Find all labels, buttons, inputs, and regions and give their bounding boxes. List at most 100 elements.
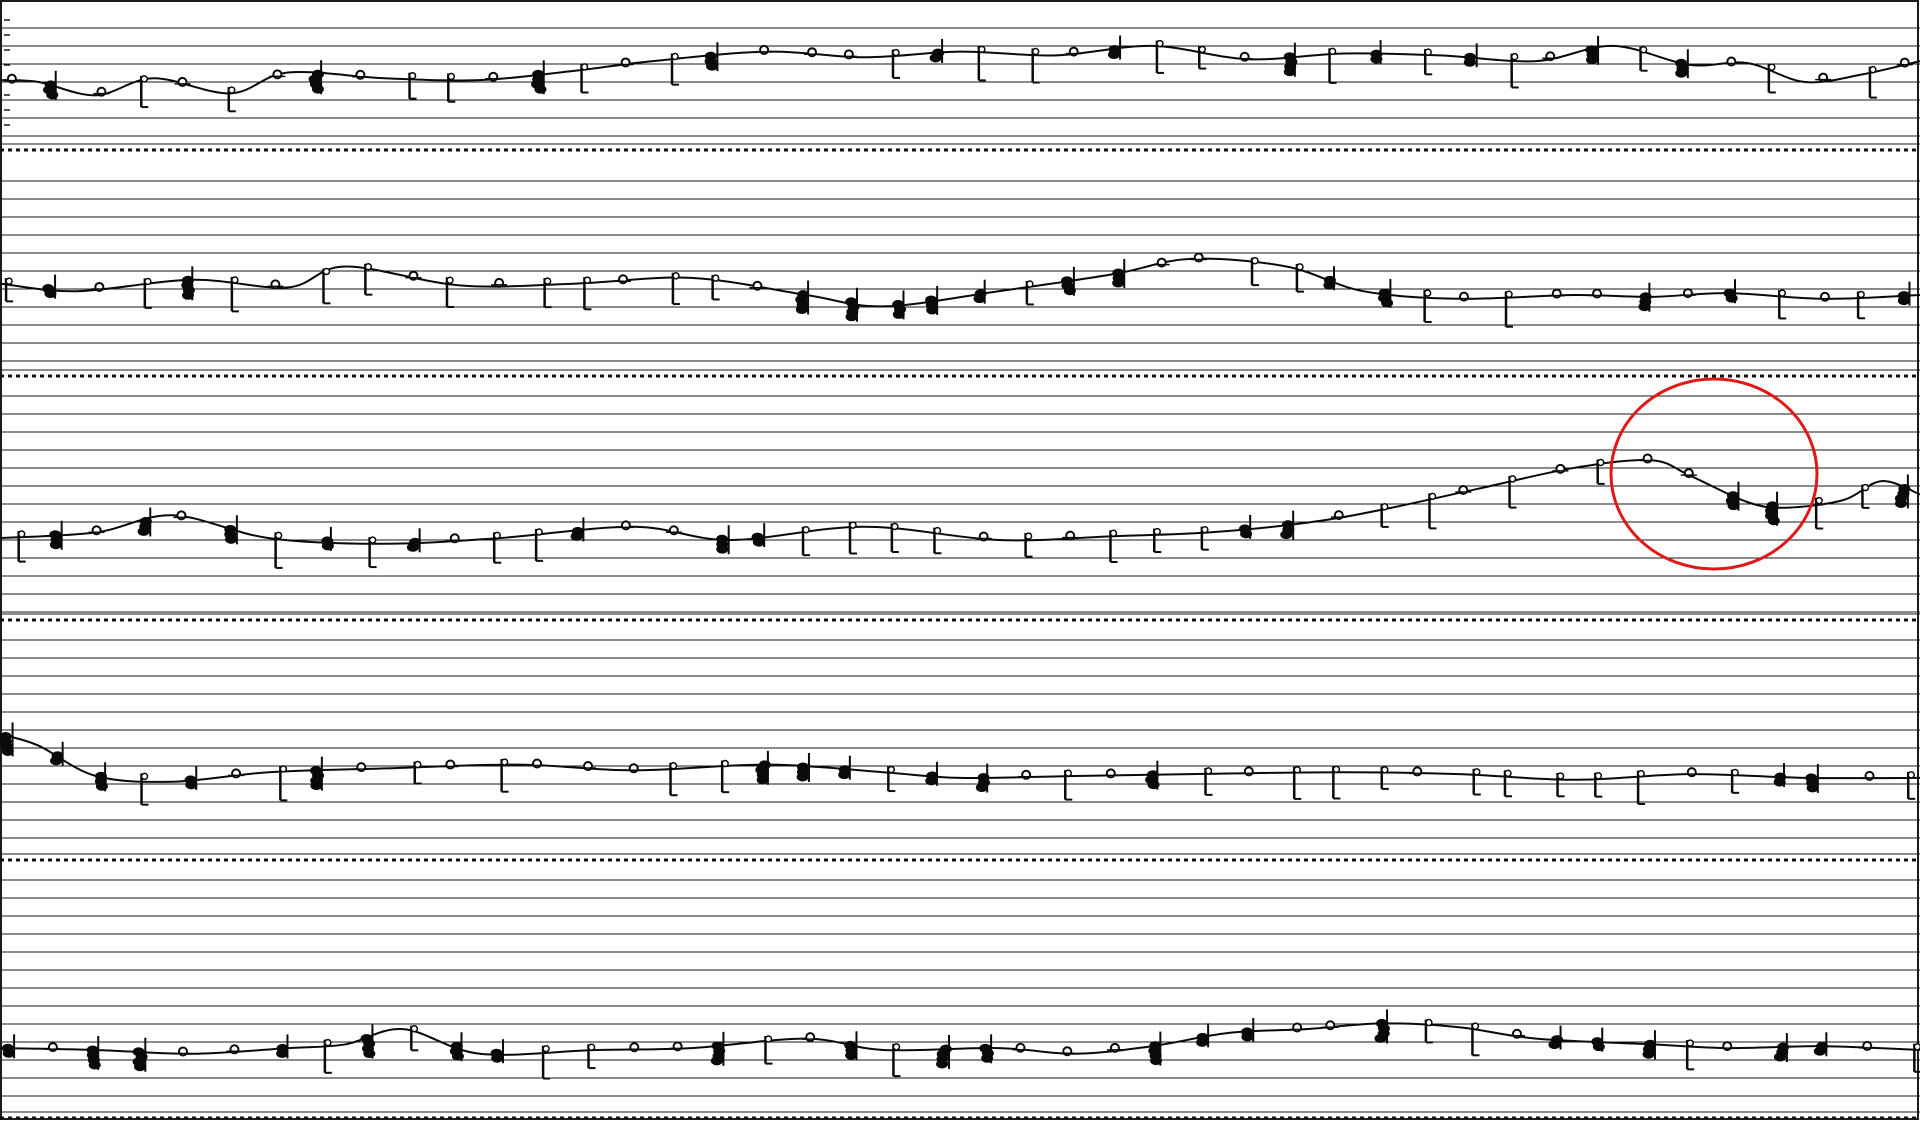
filled-notehead-icon — [1463, 43, 1478, 68]
open-notehead-icon — [892, 1043, 901, 1078]
open-notehead-icon — [625, 763, 642, 774]
open-notehead-icon — [1428, 492, 1437, 530]
open-notehead-icon — [1503, 769, 1512, 798]
filled-notehead-icon — [845, 287, 860, 322]
open-notehead-icon — [1589, 288, 1606, 299]
open-notehead-icon — [1197, 45, 1207, 70]
filled-notehead-icon — [1725, 481, 1740, 511]
open-notehead-icon — [1292, 766, 1302, 800]
open-notehead-icon — [804, 47, 821, 58]
filled-notehead-icon — [1548, 1025, 1564, 1050]
open-notehead-icon — [1330, 510, 1347, 521]
open-notehead-icon — [174, 76, 191, 87]
filled-notehead-icon — [1323, 266, 1336, 291]
open-notehead-icon — [408, 71, 417, 100]
open-notehead-icon — [91, 281, 108, 292]
open-notehead-icon — [226, 1044, 243, 1055]
open-notehead-icon — [1471, 1022, 1480, 1057]
open-notehead-icon — [1861, 483, 1870, 509]
open-notehead-icon — [446, 533, 463, 544]
open-notehead-icon — [1508, 475, 1517, 509]
open-notehead-icon — [1109, 529, 1118, 564]
open-notehead-icon — [1596, 458, 1605, 485]
open-notehead-icon — [756, 44, 773, 55]
open-notehead-icon — [1723, 56, 1740, 67]
open-notehead-icon — [720, 759, 730, 794]
filled-notehead-icon — [979, 1034, 994, 1064]
open-notehead-icon — [1896, 57, 1913, 68]
open-notehead-icon — [17, 530, 26, 563]
open-notehead-icon — [1424, 1018, 1433, 1044]
open-notehead-icon — [1018, 769, 1035, 780]
open-notehead-icon — [1380, 766, 1389, 790]
open-notehead-icon — [1913, 1043, 1920, 1073]
filled-notehead-icon — [276, 1034, 289, 1059]
open-notehead-icon — [802, 1032, 819, 1043]
open-notehead-icon — [671, 272, 680, 306]
open-notehead-icon — [88, 525, 105, 536]
open-notehead-icon — [1816, 291, 1833, 302]
filled-notehead-icon — [42, 274, 57, 299]
filled-notehead-icon — [704, 42, 719, 72]
filled-notehead-icon — [1642, 1030, 1657, 1060]
melody-curve — [0, 44, 1920, 97]
open-notehead-icon — [977, 45, 986, 82]
open-notehead-icon — [500, 758, 509, 793]
open-notehead-icon — [279, 765, 288, 802]
open-notehead-icon — [933, 526, 942, 555]
open-notehead-icon — [1200, 525, 1209, 551]
open-notehead-icon — [887, 765, 896, 793]
open-notehead-icon — [1064, 769, 1073, 801]
open-notehead-icon — [323, 1038, 332, 1074]
open-notehead-icon — [1868, 65, 1877, 99]
filled-notehead-icon — [43, 70, 59, 100]
open-notehead-icon — [891, 48, 901, 79]
open-notehead-icon — [491, 277, 508, 288]
open-notehead-icon — [1328, 47, 1337, 84]
filled-notehead-icon — [490, 1039, 504, 1064]
open-notehead-icon — [1856, 290, 1866, 320]
filled-notehead-icon — [1374, 1009, 1390, 1044]
open-notehead-icon — [1556, 772, 1565, 798]
open-notehead-icon — [1472, 768, 1481, 796]
open-notehead-icon — [840, 49, 857, 60]
melody-curves — [0, 44, 1920, 1056]
open-notehead-icon — [1861, 770, 1878, 781]
open-notehead-icon — [1190, 252, 1207, 263]
filled-notehead-icon — [132, 1037, 148, 1072]
filled-notehead-icon — [86, 1035, 101, 1070]
filled-notehead-icon — [449, 1032, 464, 1062]
filled-notehead-icon — [929, 38, 945, 63]
open-notehead-icon — [1680, 468, 1697, 479]
open-notehead-icon — [1778, 289, 1787, 320]
open-notehead-icon — [670, 52, 680, 86]
open-notehead-icon — [140, 772, 149, 806]
open-notehead-icon — [749, 280, 766, 291]
filled-notehead-icon — [1145, 760, 1160, 790]
filled-notehead-icon — [710, 1031, 726, 1066]
filled-notehead-icon — [796, 752, 810, 782]
filled-notehead-icon — [1241, 1017, 1255, 1042]
open-notehead-icon — [442, 759, 459, 770]
filled-notehead-icon — [1894, 474, 1911, 509]
open-notehead-icon — [1152, 527, 1162, 554]
open-notehead-icon — [93, 86, 110, 97]
open-notehead-icon — [1236, 51, 1253, 62]
open-notehead-icon — [1730, 768, 1740, 794]
filled-notehead-icon — [1061, 266, 1076, 296]
open-notehead-icon — [352, 69, 369, 80]
filled-notehead-icon — [844, 1031, 858, 1061]
open-notehead-icon — [1542, 51, 1559, 62]
open-notehead-icon — [1639, 453, 1656, 464]
open-notehead-icon — [364, 263, 373, 296]
open-notehead-icon — [1552, 463, 1569, 474]
filled-notehead-icon — [531, 60, 547, 95]
open-notehead-icon — [1594, 772, 1603, 798]
open-notehead-icon — [485, 71, 502, 82]
open-notehead-icon — [1455, 291, 1472, 302]
melody-curve — [0, 733, 1920, 783]
filled-notehead-icon — [936, 1034, 952, 1069]
open-notehead-icon — [1548, 288, 1565, 299]
